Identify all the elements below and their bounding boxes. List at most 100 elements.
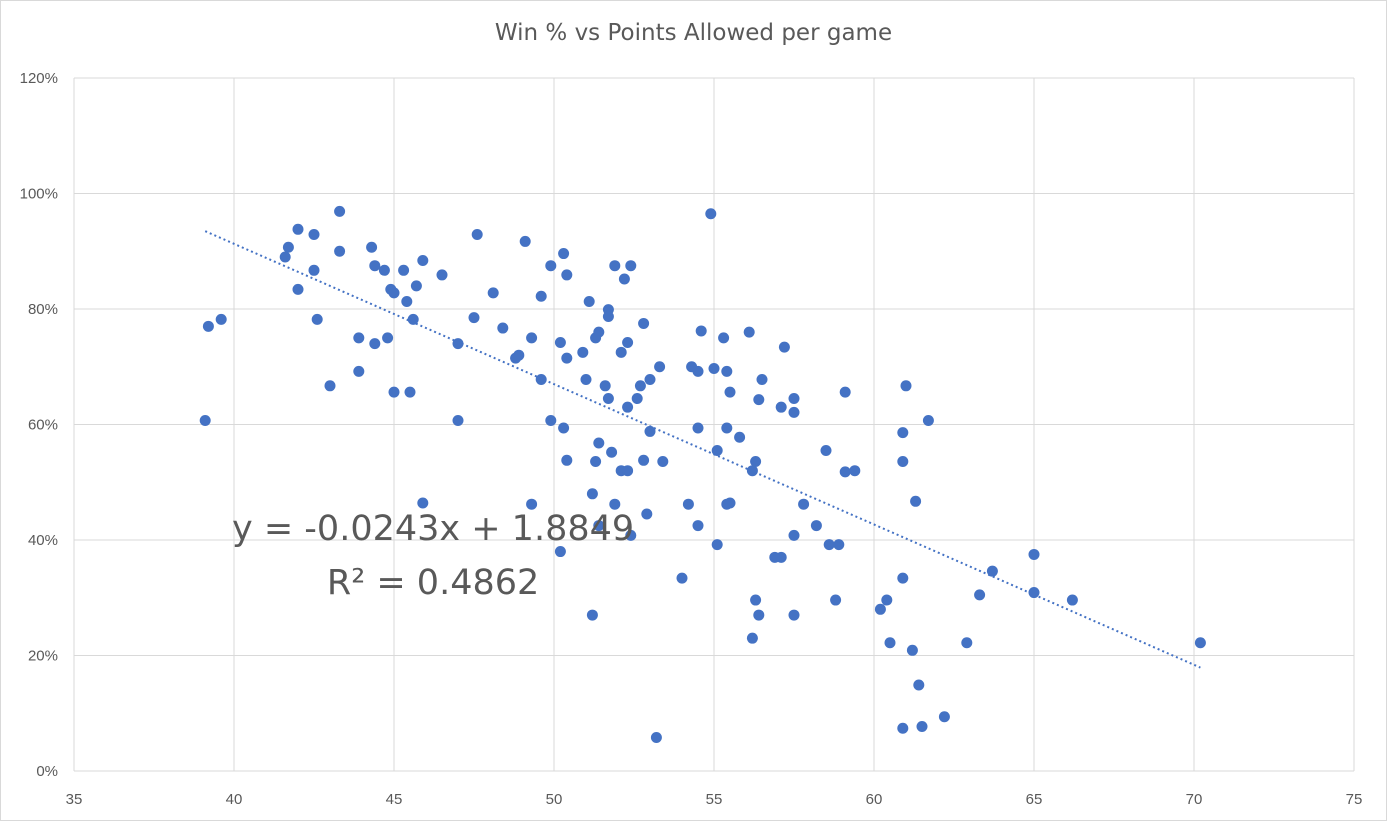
data-point (823, 539, 835, 551)
data-point (638, 454, 650, 466)
data-point (692, 520, 704, 532)
data-point (750, 455, 762, 467)
data-point (839, 466, 851, 478)
chart-title: Win % vs Points Allowed per game (494, 20, 893, 46)
data-point (369, 338, 381, 350)
data-point (609, 498, 621, 510)
data-point (641, 508, 653, 520)
data-point (1028, 548, 1040, 560)
data-point (609, 260, 621, 272)
data-point (452, 414, 464, 426)
data-point (311, 313, 323, 325)
y-tick-label: 60% (28, 417, 58, 434)
x-tick-label: 45 (386, 791, 403, 808)
data-point (798, 498, 810, 510)
data-point (682, 498, 694, 510)
data-point (654, 361, 666, 373)
gridlines (73, 77, 1355, 772)
data-point (721, 422, 733, 434)
data-point (401, 295, 413, 307)
data-point (404, 386, 416, 398)
data-point (558, 248, 570, 260)
data-point (644, 373, 656, 385)
y-tick-label: 20% (28, 648, 58, 665)
data-point (644, 425, 656, 437)
y-tick-label: 120% (20, 70, 58, 87)
data-point (554, 546, 566, 558)
data-point (986, 565, 998, 577)
data-point (897, 427, 909, 439)
data-point (452, 338, 464, 350)
data-point (545, 414, 557, 426)
data-point (586, 488, 598, 500)
data-point (558, 422, 570, 434)
data-point (724, 497, 736, 509)
y-tick-label: 80% (28, 301, 58, 318)
data-point (634, 380, 646, 392)
data-point (830, 594, 842, 606)
data-point (622, 336, 634, 348)
data-point (599, 380, 611, 392)
data-point (388, 287, 400, 299)
data-point (353, 332, 365, 344)
data-point (468, 312, 480, 324)
data-point (788, 529, 800, 541)
data-point (974, 589, 986, 601)
data-point (961, 637, 973, 649)
data-point (910, 495, 922, 507)
data-point (615, 346, 627, 358)
x-tick-label: 65 (1026, 791, 1043, 808)
data-point (535, 290, 547, 302)
y-axis-tick-labels: 0% 20% 40% 60% 80% 100% 120% (20, 70, 58, 780)
data-point (436, 269, 448, 281)
data-point (369, 260, 381, 272)
data-point (353, 365, 365, 377)
data-point (631, 393, 643, 405)
data-point (874, 603, 886, 615)
data-point (692, 422, 704, 434)
trendline-equation: y = -0.0243x + 1.8849 (232, 509, 635, 549)
data-point (292, 223, 304, 235)
data-point (388, 386, 400, 398)
data-point (561, 352, 573, 364)
data-point (292, 283, 304, 295)
data-point (638, 317, 650, 329)
data-point (1066, 594, 1078, 606)
y-tick-label: 100% (20, 186, 58, 203)
data-point (602, 393, 614, 405)
y-tick-label: 40% (28, 532, 58, 549)
data-point (487, 287, 499, 299)
data-point (746, 465, 758, 477)
data-point (526, 498, 538, 510)
data-point (711, 539, 723, 551)
data-point (708, 362, 720, 374)
data-point (897, 572, 909, 584)
x-tick-label: 40 (226, 791, 243, 808)
data-point (897, 722, 909, 734)
data-point (724, 386, 736, 398)
data-point (618, 273, 630, 285)
data-point (593, 437, 605, 449)
trendline-r-squared: R² = 0.4862 (326, 563, 540, 603)
data-point (602, 311, 614, 323)
data-point (711, 444, 723, 456)
data-point (471, 229, 483, 241)
data-point (916, 721, 928, 733)
data-point (417, 497, 429, 509)
data-point (884, 637, 896, 649)
data-point (554, 336, 566, 348)
data-point (775, 551, 787, 563)
x-tick-label: 55 (706, 791, 723, 808)
data-point (788, 406, 800, 418)
x-tick-label: 75 (1346, 791, 1363, 808)
data-point (513, 349, 525, 361)
data-point (705, 208, 717, 220)
y-tick-label: 0% (36, 763, 58, 780)
data-point (398, 264, 410, 276)
data-point (625, 260, 637, 272)
data-point (583, 295, 595, 307)
data-point (922, 414, 934, 426)
data-point (622, 465, 634, 477)
data-point (622, 401, 634, 413)
